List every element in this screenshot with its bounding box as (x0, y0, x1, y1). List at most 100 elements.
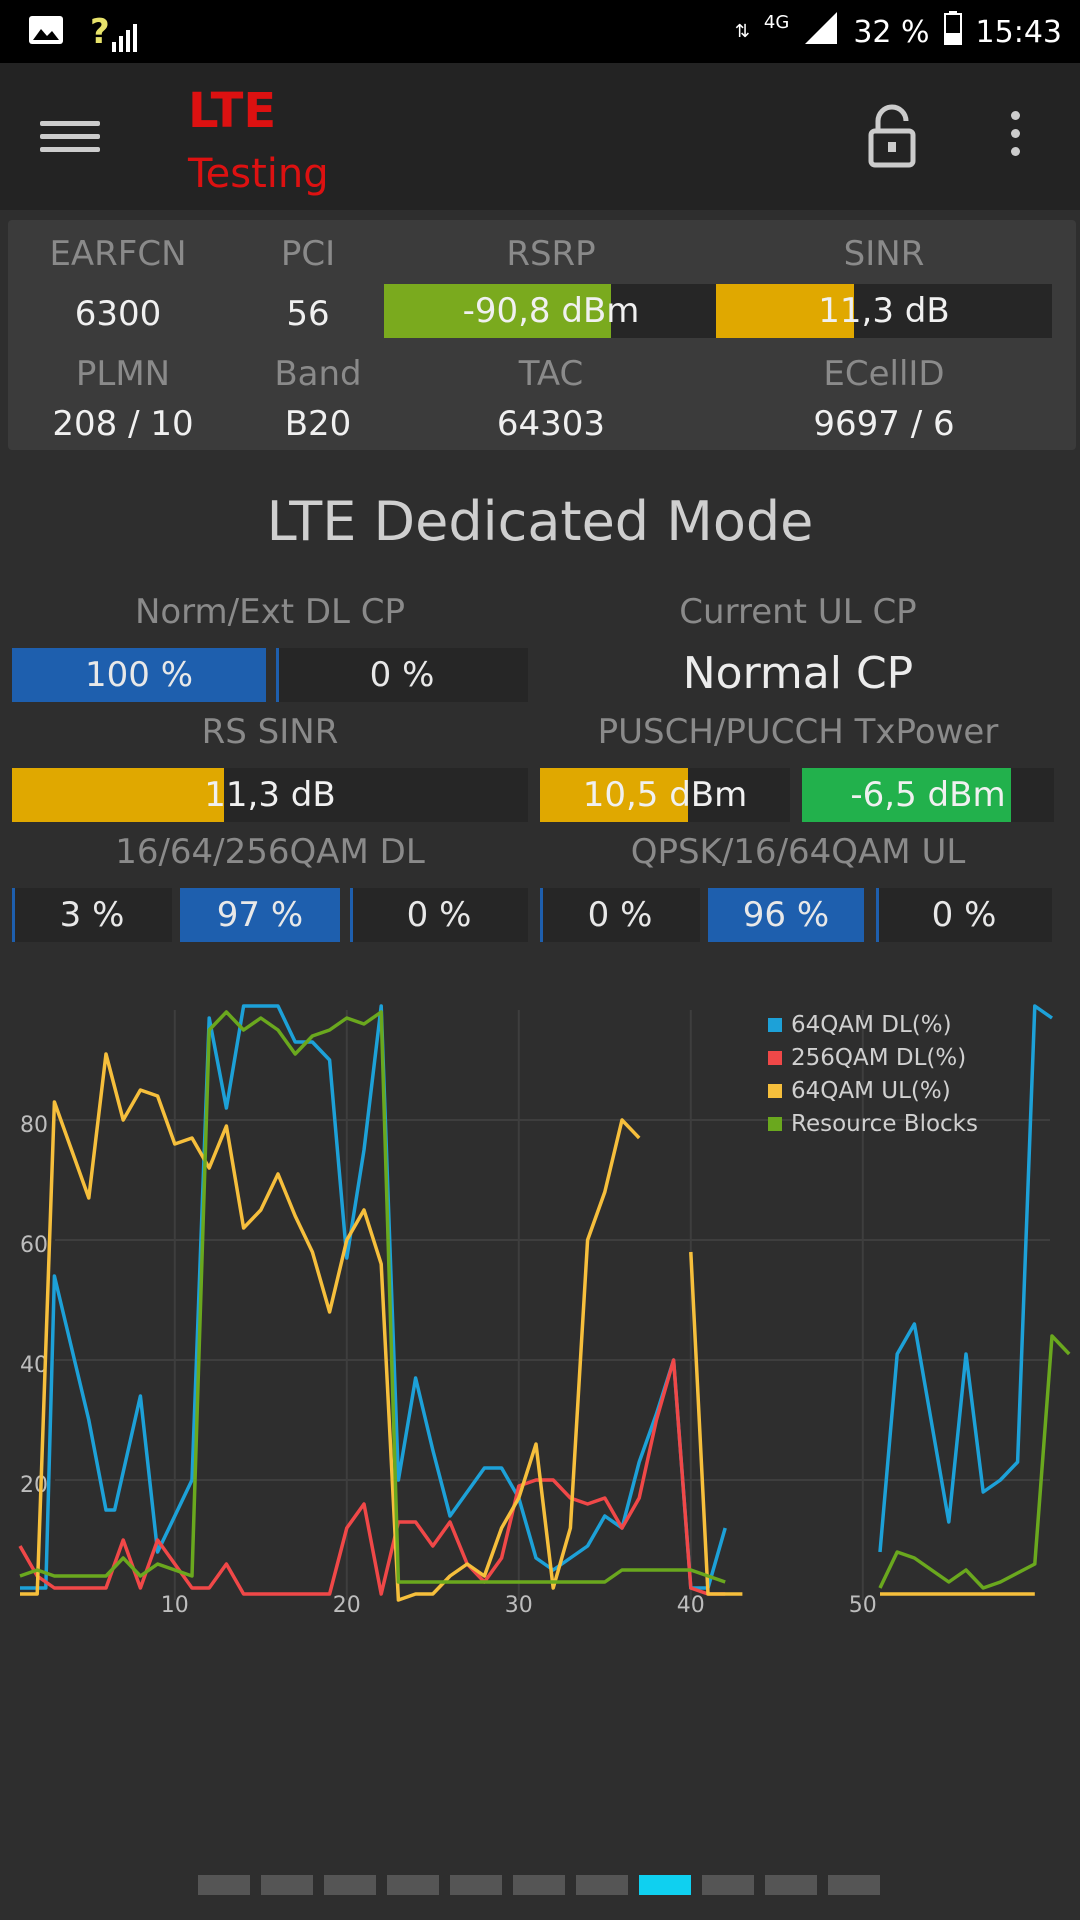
series-line-3 (878, 1334, 1071, 1590)
network-type: 4G (763, 11, 790, 33)
clock: 15:43 (975, 14, 1062, 50)
dl-cp-normal: 100 % (12, 648, 266, 702)
page-dot[interactable] (576, 1875, 628, 1895)
rs-sinr-label: RS SINR (201, 712, 339, 752)
rs-sinr-value: 11,3 dB (204, 775, 336, 815)
dl-cp-extended-value: 0 % (369, 655, 435, 695)
plmn-value: 208 / 10 (52, 404, 194, 444)
pusch-power-bar: 10,5 dBm (540, 768, 790, 822)
legend-swatch (768, 1051, 782, 1065)
earfcn-value: 6300 (74, 294, 162, 334)
pucch-power-bar: -6,5 dBm (802, 768, 1054, 822)
earfcn-label: EARFCN (49, 234, 187, 274)
band-label: Band (274, 354, 362, 394)
pci-value: 56 (286, 294, 330, 334)
qam-ul-qpsk-edge (540, 888, 543, 942)
qam-dl-16: 3 % (12, 888, 172, 942)
sinr-bar: 11,3 dB (716, 284, 1052, 338)
battery-level: 32 % (853, 14, 930, 50)
tac-value: 64303 (496, 404, 606, 444)
page-dot[interactable] (198, 1875, 250, 1895)
dl-cp-extended-edge (276, 648, 279, 702)
band-value: B20 (284, 404, 352, 444)
page-dot[interactable] (639, 1875, 691, 1895)
x-tick-label: 40 (677, 1593, 705, 1618)
page-dot[interactable] (324, 1875, 376, 1895)
pusch-power-value: 10,5 dBm (582, 775, 748, 815)
dl-cp-normal-value: 100 % (84, 655, 193, 695)
page-indicator (198, 1875, 880, 1895)
cell-info-panel: EARFCN 6300 PCI 56 RSRP -90,8 dBm SINR 1… (8, 220, 1076, 450)
lock-icon[interactable] (862, 101, 922, 171)
signal-icon: ? (90, 12, 138, 52)
data-arrows-icon: ⇅ (734, 21, 750, 42)
x-tick-label: 50 (849, 1593, 877, 1618)
dl-cp-extended: 0 % (276, 648, 528, 702)
page-dot[interactable] (513, 1875, 565, 1895)
y-tick-label: 60 (20, 1233, 48, 1258)
legend-label: Resource Blocks (791, 1111, 978, 1137)
menu-icon[interactable] (40, 113, 100, 161)
qam-ul-16-value: 96 % (742, 895, 830, 935)
rs-sinr-bar-fill (12, 768, 224, 822)
qam-dl-label: 16/64/256QAM DL (115, 832, 425, 872)
page-dot[interactable] (765, 1875, 817, 1895)
ul-cp-label: Current UL CP (679, 592, 917, 632)
page-dot[interactable] (450, 1875, 502, 1895)
y-tick-label: 20 (20, 1473, 48, 1498)
mode-title: LTE Dedicated Mode (266, 490, 814, 553)
qam-ul-label: QPSK/16/64QAM UL (630, 832, 966, 872)
x-tick-label: 10 (161, 1593, 189, 1618)
app-subtitle: Testing (188, 151, 329, 197)
page-dot[interactable] (828, 1875, 880, 1895)
legend-swatch (768, 1018, 782, 1032)
rs-sinr-bar: 11,3 dB (12, 768, 528, 822)
rsrp-label: RSRP (506, 234, 596, 274)
series-line-0 (20, 1004, 727, 1590)
qam-ul-64-value: 0 % (931, 895, 997, 935)
qam-dl-256-edge (350, 888, 353, 942)
series-line-1 (18, 1358, 726, 1596)
app-title: LTE (188, 83, 277, 139)
pusch-power-bar-fill (540, 768, 688, 822)
pucch-power-bar-fill (802, 768, 1012, 822)
qam-dl-64-value: 97 % (216, 895, 304, 935)
legend-swatch (768, 1117, 782, 1131)
rsrp-value: -90,8 dBm (462, 291, 640, 331)
qam-dl-64: 97 % (180, 888, 340, 942)
qam-dl-16-edge (12, 888, 15, 942)
legend-label: 64QAM UL(%) (791, 1078, 951, 1104)
qam-ul-16: 96 % (708, 888, 864, 942)
series-line-0 (878, 1004, 1054, 1553)
x-tick-label: 30 (505, 1593, 533, 1618)
tac-label: TAC (518, 354, 584, 394)
x-tick-label: 20 (333, 1593, 361, 1618)
sinr-label: SINR (843, 234, 925, 274)
battery-icon (943, 11, 962, 53)
app-bar: LTE Testing (0, 63, 1080, 210)
legend-label: 256QAM DL(%) (791, 1045, 966, 1071)
series-line-2 (689, 1251, 743, 1596)
qam-dl-256-value: 0 % (406, 895, 472, 935)
series-line-3 (19, 1010, 726, 1584)
qam-ul-qpsk: 0 % (540, 888, 700, 942)
dl-cp-label: Norm/Ext DL CP (134, 592, 406, 632)
page-dot[interactable] (702, 1875, 754, 1895)
page-dot[interactable] (261, 1875, 313, 1895)
rsrp-bar-fill (384, 284, 612, 338)
plmn-label: PLMN (75, 354, 171, 394)
qam-ul-64-edge (876, 888, 879, 942)
series-line-2 (20, 1052, 641, 1602)
y-tick-label: 80 (20, 1113, 48, 1138)
page-dot[interactable] (387, 1875, 439, 1895)
rsrp-bar: -90,8 dBm (384, 284, 718, 338)
qam-ul-qpsk-value: 0 % (587, 895, 653, 935)
status-bar: ? ⇅ 4G 32 % 15:43 (0, 0, 1080, 63)
pci-label: PCI (280, 234, 336, 274)
more-options-icon[interactable] (1000, 111, 1030, 171)
qam-dl-16-value: 3 % (59, 895, 125, 935)
cell-signal-icon (803, 10, 839, 54)
image-notification-icon (28, 15, 64, 49)
pucch-power-value: -6,5 dBm (850, 775, 1006, 815)
